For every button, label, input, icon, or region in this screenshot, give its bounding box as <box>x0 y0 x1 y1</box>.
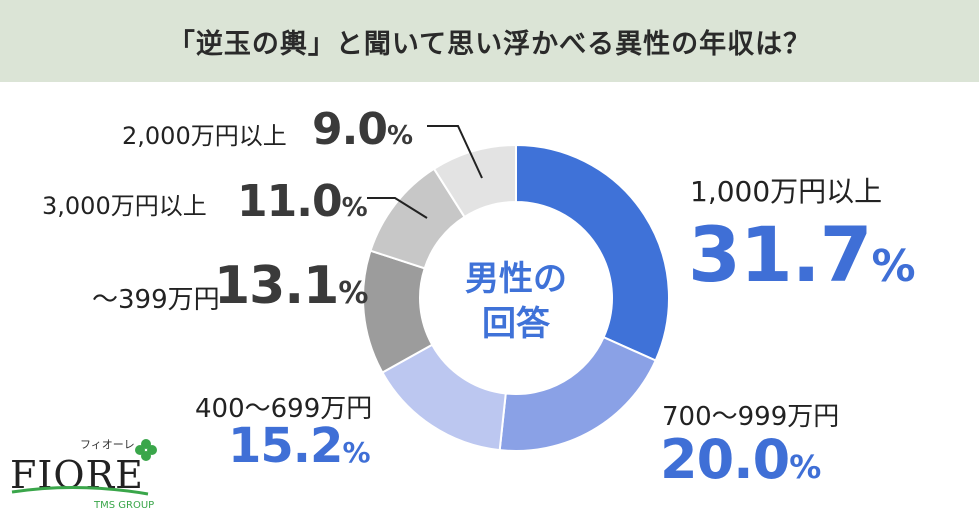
label-category-2000: 2,000万円以上 <box>122 122 287 150</box>
label-category-1000: 1,000万円以上 <box>690 175 883 208</box>
label-value-2000: 9.0% <box>312 104 413 155</box>
label-value-700: 20.0% <box>660 428 821 491</box>
value-unit: % <box>386 121 414 151</box>
logo-kana: フィオーレ <box>80 438 135 451</box>
value-unit: % <box>342 436 371 469</box>
donut-slices <box>362 143 670 452</box>
value-number: 13.1 <box>214 256 339 316</box>
donut-slice-6 <box>432 143 517 219</box>
label-value-3000: 11.0% <box>237 176 368 227</box>
chart-title: 「逆玉の輿」と聞いて思い浮かべる異性の年収は？ <box>167 28 812 60</box>
label-category-700: 700〜999万円 <box>662 402 840 432</box>
logo-group: TMS GROUP <box>93 500 154 511</box>
donut-slice-2 <box>498 335 657 452</box>
value-number: 20.0 <box>660 428 790 491</box>
value-unit: % <box>789 448 822 486</box>
donut-slice-1 <box>515 143 670 362</box>
value-unit: % <box>341 193 368 223</box>
value-number: 11.0 <box>237 176 343 227</box>
leader-line-2000 <box>427 125 483 179</box>
clover-icon <box>135 439 157 461</box>
title-banner: 「逆玉の輿」と聞いて思い浮かべる異性の年収は？ <box>0 0 979 82</box>
fiore-logo: フィオーレ FIORE TMS GROUP <box>8 428 168 523</box>
center-label-line2: 回答 <box>482 304 551 344</box>
value-number: 9.0 <box>312 104 388 155</box>
value-number: 31.7 <box>688 210 873 299</box>
label-value-400: 15.2% <box>228 418 371 474</box>
label-category-400: 400〜699万円 <box>195 394 373 424</box>
value-unit: % <box>338 276 369 311</box>
leader-lines <box>367 125 483 219</box>
label-value-1000: 31.7% <box>688 210 916 299</box>
logo-swoosh <box>11 485 149 496</box>
label-value-399: 13.1% <box>214 256 368 316</box>
leader-line-3000 <box>367 197 428 219</box>
label-category-3000: 3,000万円以上 <box>42 192 207 220</box>
fiore-logo-mark: フィオーレ FIORE TMS GROUP <box>10 438 157 511</box>
center-label-line1: 男性の <box>465 259 567 299</box>
value-unit: % <box>871 241 916 292</box>
label-category-399: 〜399万円 <box>92 285 220 315</box>
value-number: 15.2 <box>228 418 343 474</box>
